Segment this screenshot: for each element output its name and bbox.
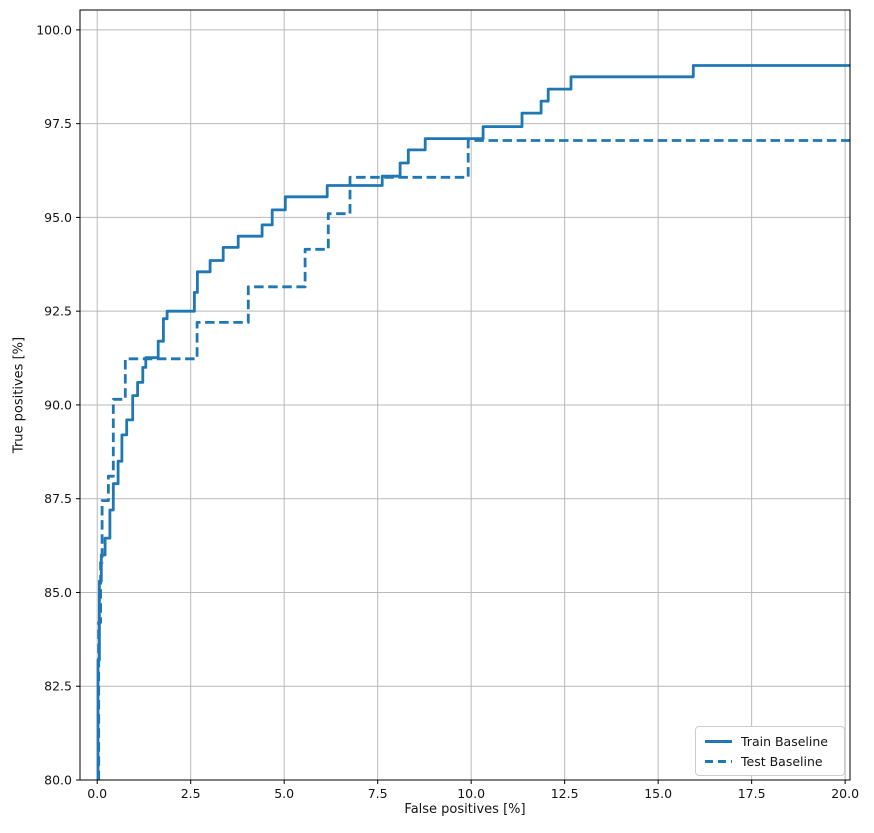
legend: Train Baseline Test Baseline — [695, 726, 845, 776]
y-tick-label: 90.0 — [44, 397, 72, 412]
y-tick-label: 87.5 — [44, 491, 72, 506]
x-axis-label: False positives [%] — [404, 802, 526, 817]
x-tick-label: 20.0 — [831, 786, 859, 801]
y-tick-label: 85.0 — [44, 585, 72, 600]
legend-item-test-baseline: Test Baseline — [705, 753, 835, 769]
y-tick-label: 97.5 — [44, 116, 72, 131]
dashed-line-swatch-icon — [705, 759, 732, 763]
legend-label: Test Baseline — [741, 753, 823, 769]
x-tick-label: 0.0 — [87, 786, 107, 801]
y-tick-label: 100.0 — [36, 22, 72, 37]
x-tick-label: 17.5 — [738, 786, 766, 801]
y-tick-label: 80.0 — [44, 773, 72, 788]
solid-line-swatch-icon — [705, 739, 732, 743]
x-tick-label: 2.5 — [181, 786, 201, 801]
y-tick-label: 92.5 — [44, 304, 72, 319]
plot-border — [79, 9, 851, 781]
x-tick-label: 12.5 — [551, 786, 579, 801]
y-tick-label: 82.5 — [44, 679, 72, 694]
y-tick-label: 95.0 — [44, 210, 72, 225]
x-tick-label: 5.0 — [274, 786, 294, 801]
x-tick-label: 15.0 — [644, 786, 672, 801]
x-tick-label: 7.5 — [368, 786, 388, 801]
legend-label: Train Baseline — [741, 733, 828, 749]
x-tick-label: 10.0 — [457, 786, 485, 801]
series-test-baseline — [97, 139, 850, 780]
series-train-baseline — [96, 64, 850, 780]
y-axis-label: True positives [%] — [11, 336, 27, 454]
legend-item-train-baseline: Train Baseline — [705, 733, 835, 749]
